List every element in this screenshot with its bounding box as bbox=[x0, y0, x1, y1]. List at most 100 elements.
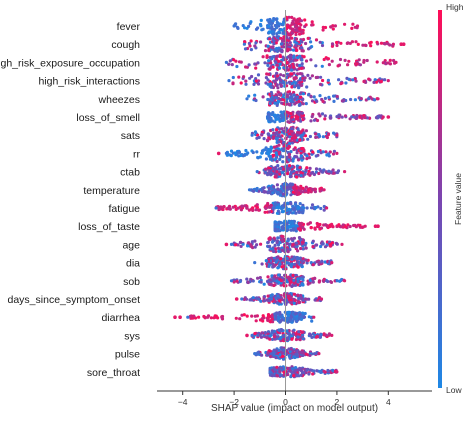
shap-point bbox=[295, 245, 299, 249]
shap-point bbox=[288, 350, 292, 354]
shap-point bbox=[238, 279, 242, 284]
shap-point bbox=[290, 15, 294, 19]
shap-point bbox=[260, 132, 264, 136]
shap-point bbox=[243, 204, 247, 208]
shap-point bbox=[266, 44, 270, 48]
shap-point bbox=[234, 207, 238, 211]
shap-point bbox=[299, 130, 303, 134]
feature-row-points bbox=[253, 254, 334, 271]
shap-point bbox=[274, 247, 278, 251]
shap-point bbox=[275, 240, 279, 245]
shap-point bbox=[335, 43, 339, 48]
shap-point bbox=[326, 368, 330, 373]
feature-row-points bbox=[247, 181, 326, 198]
shap-point bbox=[300, 66, 304, 70]
shap-point bbox=[273, 243, 277, 247]
shap-point bbox=[262, 299, 267, 303]
shap-point bbox=[272, 39, 276, 43]
shap-point bbox=[275, 103, 279, 107]
shap-point bbox=[315, 334, 319, 338]
shap-point bbox=[287, 64, 292, 68]
shap-point bbox=[343, 170, 347, 174]
shap-point bbox=[298, 63, 302, 68]
shap-point bbox=[285, 280, 289, 284]
shap-point bbox=[251, 296, 255, 300]
shap-point bbox=[329, 25, 333, 29]
shap-point bbox=[245, 206, 249, 210]
shap-point bbox=[298, 338, 302, 342]
shap-point bbox=[314, 64, 318, 68]
shap-point bbox=[274, 136, 278, 141]
shap-point bbox=[276, 86, 280, 90]
shap-point bbox=[270, 337, 275, 341]
colorbar-title: Feature value bbox=[453, 173, 463, 225]
shap-point bbox=[275, 32, 279, 36]
colorbar: High Low Feature value bbox=[438, 2, 464, 395]
shap-point bbox=[392, 58, 396, 63]
shap-point bbox=[306, 282, 310, 286]
shap-point bbox=[256, 82, 261, 86]
shap-point bbox=[291, 27, 295, 31]
x-tick-label: −4 bbox=[178, 397, 188, 407]
shap-point bbox=[296, 280, 300, 284]
shap-point bbox=[353, 98, 357, 102]
shap-point bbox=[277, 130, 282, 134]
shap-point bbox=[276, 301, 280, 305]
shap-point bbox=[268, 244, 272, 248]
feature-row-points bbox=[224, 53, 398, 72]
shap-point bbox=[319, 75, 323, 79]
shap-point bbox=[304, 59, 309, 63]
colorbar-low-label: Low bbox=[446, 385, 462, 395]
shap-point bbox=[268, 337, 272, 341]
shap-point bbox=[289, 202, 293, 206]
shap-point bbox=[311, 239, 315, 243]
shap-point bbox=[231, 81, 235, 85]
shap-point bbox=[381, 115, 385, 119]
shap-point bbox=[279, 113, 283, 118]
shap-point bbox=[315, 99, 319, 103]
shap-point bbox=[311, 187, 315, 191]
shap-point bbox=[313, 298, 317, 302]
shap-point bbox=[354, 225, 358, 229]
shap-point bbox=[355, 24, 360, 28]
shap-point bbox=[318, 335, 322, 339]
shap-point bbox=[267, 24, 271, 29]
shap-point bbox=[276, 134, 280, 138]
shap-point bbox=[278, 370, 282, 374]
shap-point bbox=[356, 42, 360, 47]
shap-point bbox=[320, 64, 324, 68]
shap-point bbox=[301, 333, 305, 337]
shap-point bbox=[276, 113, 280, 118]
shap-point bbox=[289, 228, 293, 232]
shap-point bbox=[228, 59, 232, 63]
shap-point bbox=[312, 118, 317, 122]
shap-point bbox=[290, 284, 294, 288]
shap-point bbox=[287, 332, 291, 336]
shap-point bbox=[324, 170, 328, 174]
shap-point bbox=[275, 170, 279, 174]
shap-point bbox=[311, 263, 315, 267]
shap-point bbox=[245, 277, 249, 281]
shap-point bbox=[346, 223, 350, 227]
shap-point bbox=[299, 221, 304, 225]
shap-point bbox=[317, 171, 321, 176]
shap-point bbox=[274, 296, 278, 300]
shap-point bbox=[376, 97, 380, 101]
shap-point bbox=[250, 333, 254, 337]
shap-point bbox=[307, 156, 312, 160]
shap-point bbox=[281, 118, 285, 122]
x-tick-label: 4 bbox=[386, 397, 391, 407]
shap-point bbox=[376, 114, 380, 118]
shap-point bbox=[292, 185, 296, 189]
shap-point bbox=[314, 167, 319, 171]
shap-point bbox=[314, 132, 318, 136]
shap-point bbox=[294, 101, 298, 105]
shap-point bbox=[275, 54, 279, 59]
shap-point bbox=[323, 260, 327, 264]
shap-point bbox=[383, 42, 387, 46]
shap-point bbox=[255, 188, 259, 193]
shap-point bbox=[289, 301, 293, 305]
shap-point bbox=[317, 352, 321, 356]
shap-point bbox=[281, 226, 285, 231]
shap-point bbox=[254, 208, 258, 212]
